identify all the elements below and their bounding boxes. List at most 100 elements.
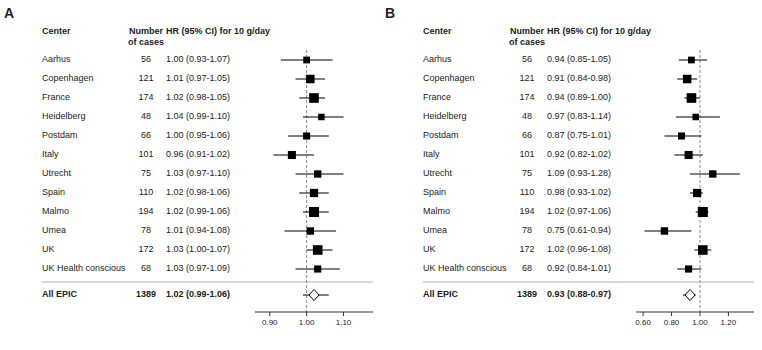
x-tick	[269, 312, 270, 316]
hr-marker	[318, 114, 324, 120]
value-label: 1.01 (0.94-1.08)	[166, 225, 230, 235]
category-label: Italy	[423, 149, 440, 159]
cases-label: 75	[141, 168, 151, 178]
column-header: Number	[510, 26, 545, 36]
cases-label: 66	[522, 130, 532, 140]
marks	[273, 57, 343, 301]
category-label: Heidelberg	[423, 111, 467, 121]
panel: ACenterNumberof casesHR (95% CI) for 10 …	[4, 5, 373, 327]
cases-label: 1389	[517, 289, 537, 299]
hr-marker	[685, 151, 693, 159]
category-label: Umea	[42, 225, 66, 235]
hr-marker	[693, 189, 701, 197]
cases-label: 194	[519, 206, 534, 216]
category-label: Italy	[42, 149, 59, 159]
hr-marker	[688, 57, 695, 64]
hr-marker	[683, 75, 692, 84]
value-label: 0.96 (0.91-1.02)	[166, 149, 230, 159]
cases-label: 194	[138, 206, 153, 216]
hr-marker	[685, 265, 692, 272]
cases-label: 68	[522, 263, 532, 273]
hr-marker	[288, 151, 296, 159]
column-header: Center	[42, 26, 71, 36]
cases-label: 56	[141, 54, 151, 64]
cases-label: 48	[522, 111, 532, 121]
value-label: 0.94 (0.89-1.00)	[547, 92, 611, 102]
value-label: 0.97 (0.83-1.14)	[547, 111, 611, 121]
hr-marker	[309, 207, 319, 217]
panel: BCenterNumberof casesHR (95% CI) for 10 …	[385, 5, 754, 327]
x-tick-label: 0.90	[262, 318, 278, 327]
cases-label: 174	[138, 92, 153, 102]
reference-line	[306, 50, 307, 312]
cases-label: 101	[519, 149, 534, 159]
x-tick	[728, 312, 729, 316]
category-label: Copenhagen	[42, 73, 94, 83]
hr-marker	[303, 132, 310, 139]
x-tick-label: 1.10	[336, 318, 352, 327]
hr-marker	[314, 170, 321, 177]
x-tick	[343, 312, 344, 316]
category-label: UK	[423, 244, 436, 254]
category-label: UK Health conscious	[42, 263, 126, 273]
value-label: 1.02 (0.99-1.06)	[166, 206, 230, 216]
hr-marker	[306, 75, 315, 84]
category-label: Utrecht	[42, 168, 72, 178]
column-header: Number	[129, 26, 164, 36]
cases-label: 75	[522, 168, 532, 178]
cases-label: 110	[520, 187, 534, 197]
column-header: of cases	[509, 37, 545, 47]
value-label: 0.92 (0.82-1.02)	[547, 149, 611, 159]
summary-marker	[685, 290, 695, 301]
category-label: Aarhus	[42, 54, 71, 64]
value-label: 1.02 (0.98-1.06)	[166, 187, 230, 197]
x-tick-label: 1.20	[721, 318, 737, 327]
marks	[645, 57, 740, 301]
summary-label: All EPIC	[42, 289, 78, 299]
hr-marker	[307, 227, 314, 234]
x-axis	[255, 312, 373, 313]
value-label: 1.03 (0.97-1.09)	[166, 263, 230, 273]
value-label: 0.98 (0.93-1.02)	[547, 187, 611, 197]
value-label: 1.02 (0.97-1.06)	[547, 206, 611, 216]
cases-label: 110	[139, 187, 153, 197]
hr-marker	[313, 245, 323, 255]
x-tick-label: 0.80	[664, 318, 680, 327]
value-label: 0.92 (0.84-1.01)	[547, 263, 611, 273]
category-label: Spain	[423, 187, 446, 197]
summary-label: All EPIC	[423, 289, 459, 299]
value-label: 0.94 (0.85-1.05)	[547, 54, 611, 64]
cases-label: 1389	[136, 289, 156, 299]
cases-label: 121	[519, 73, 534, 83]
chart: ACenterNumberof casesHR (95% CI) for 10 …	[0, 0, 762, 350]
value-label: 0.93 (0.88-0.97)	[547, 289, 611, 299]
value-label: 0.87 (0.75-1.01)	[547, 130, 611, 140]
cases-label: 172	[138, 244, 153, 254]
value-label: 1.02 (0.99-1.06)	[166, 289, 230, 299]
cases-label: 78	[522, 225, 532, 235]
category-label: UK	[42, 244, 55, 254]
x-tick	[699, 312, 700, 316]
hr-marker	[310, 189, 318, 197]
category-label: France	[423, 92, 451, 102]
cases-label: 68	[141, 263, 151, 273]
category-label: Aarhus	[423, 54, 452, 64]
value-label: 0.91 (0.84-0.98)	[547, 73, 611, 83]
value-label: 1.03 (1.00-1.07)	[166, 244, 230, 254]
cases-label: 66	[141, 130, 151, 140]
category-label: Postdam	[42, 130, 78, 140]
category-label: Umea	[423, 225, 447, 235]
x-tick-label: 1.00	[692, 318, 708, 327]
hr-marker	[314, 265, 321, 272]
cases-label: 101	[138, 149, 153, 159]
hr-marker	[698, 245, 708, 255]
value-label: 1.04 (0.99-1.10)	[166, 111, 230, 121]
column-header: of cases	[128, 37, 164, 47]
separator	[42, 282, 373, 283]
value-label: 1.03 (0.97-1.10)	[166, 168, 230, 178]
category-label: Copenhagen	[423, 73, 475, 83]
category-label: Postdam	[423, 130, 459, 140]
separator	[423, 282, 754, 283]
category-label: Utrecht	[423, 168, 453, 178]
value-label: 1.09 (0.93-1.28)	[547, 168, 611, 178]
